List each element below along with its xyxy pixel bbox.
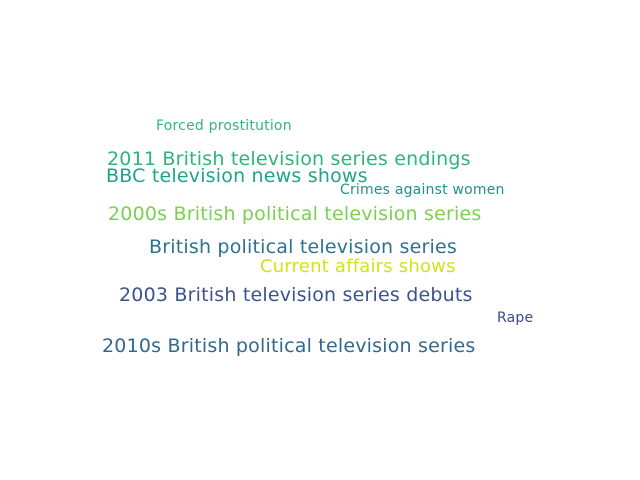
word-2011-british-television-series-endings: 2011 British television series endings: [107, 148, 471, 170]
word-bbc-television-news-shows: BBC television news shows: [106, 165, 368, 187]
word-2003-british-television-series-debuts: 2003 British television series debuts: [119, 284, 473, 306]
word-current-affairs-shows: Current affairs shows: [260, 256, 456, 277]
word-rape: Rape: [497, 310, 534, 326]
word-crimes-against-women: Crimes against women: [340, 182, 505, 198]
word-forced-prostitution: Forced prostitution: [156, 118, 292, 134]
word-british-political-television-series: British political television series: [149, 236, 457, 258]
word-2000s-british-political-television-series: 2000s British political television serie…: [108, 203, 482, 225]
word-2010s-british-political-television-series: 2010s British political television serie…: [102, 335, 476, 357]
